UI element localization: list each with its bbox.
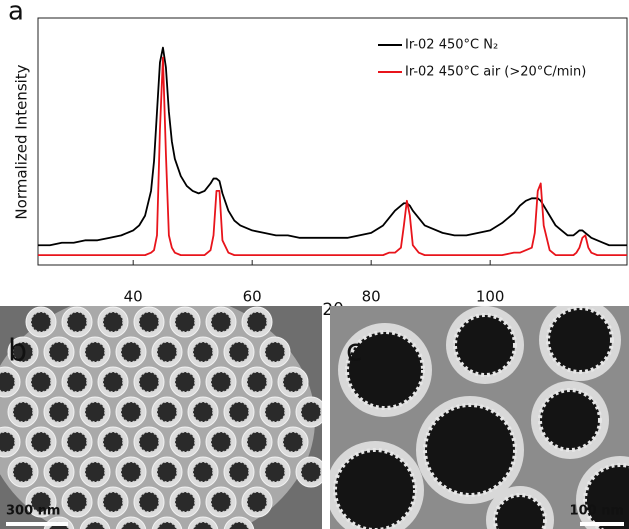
pore <box>48 461 70 483</box>
pore <box>192 341 214 363</box>
scale-bar <box>580 522 624 526</box>
series-line <box>38 56 627 257</box>
pore <box>264 401 286 423</box>
pore <box>192 401 214 423</box>
x-tick-label: 60 <box>243 288 262 306</box>
pore <box>174 371 196 393</box>
series-line <box>38 46 627 247</box>
x-tick-label: 80 <box>362 288 381 306</box>
sem-image-c <box>330 306 629 529</box>
pore <box>546 306 614 374</box>
pore <box>583 463 629 529</box>
pore <box>300 401 322 423</box>
scale-bar-label: 300 nm <box>6 504 60 519</box>
pore <box>102 431 124 453</box>
pore <box>48 341 70 363</box>
pore <box>282 431 304 453</box>
scale-bar <box>6 522 68 526</box>
pore <box>12 401 34 423</box>
pore <box>210 371 232 393</box>
panel-label: a <box>8 0 24 27</box>
pore <box>210 491 232 513</box>
x-tick-label: 100 <box>476 288 505 306</box>
pore <box>66 311 88 333</box>
pore <box>66 371 88 393</box>
pore <box>0 431 16 453</box>
pore <box>174 431 196 453</box>
pore <box>156 521 178 529</box>
pore <box>156 401 178 423</box>
pore <box>84 401 106 423</box>
pore <box>138 371 160 393</box>
pore <box>120 521 142 529</box>
pore <box>102 371 124 393</box>
pore <box>228 521 250 529</box>
pore <box>246 371 268 393</box>
pore <box>246 491 268 513</box>
pore <box>246 311 268 333</box>
pore <box>192 521 214 529</box>
panel-label: c <box>346 334 363 369</box>
scale-bar-label: 100 nm <box>570 504 624 519</box>
pore <box>228 401 250 423</box>
pore <box>120 341 142 363</box>
pore <box>30 491 52 513</box>
pore <box>538 388 602 452</box>
pore <box>333 448 417 529</box>
plot-frame <box>37 17 628 266</box>
pore <box>120 461 142 483</box>
pore <box>66 431 88 453</box>
pore <box>210 431 232 453</box>
pore <box>138 431 160 453</box>
pore <box>192 461 214 483</box>
pore <box>228 341 250 363</box>
pore <box>282 371 304 393</box>
legend-label: Ir-02 450°C air (>20°C/min) <box>405 65 586 80</box>
pore <box>66 491 88 513</box>
pore <box>138 311 160 333</box>
pore <box>156 341 178 363</box>
pore <box>174 311 196 333</box>
pore <box>48 401 70 423</box>
pore <box>30 311 52 333</box>
pore <box>264 461 286 483</box>
pore <box>0 371 16 393</box>
pore <box>102 491 124 513</box>
pore <box>156 461 178 483</box>
pore <box>30 431 52 453</box>
pore <box>138 491 160 513</box>
y-axis-label: Normalized Intensity <box>13 64 31 219</box>
pore <box>493 493 547 529</box>
pore <box>84 521 106 529</box>
pore <box>246 431 268 453</box>
legend-label: Ir-02 450°C N₂ <box>405 38 498 53</box>
pore <box>345 330 425 410</box>
pore <box>300 461 322 483</box>
pore <box>84 461 106 483</box>
sem-image-b <box>0 306 322 529</box>
pore <box>453 313 517 377</box>
panel-label: b <box>8 334 27 369</box>
x-tick-label: 40 <box>124 288 143 306</box>
pore <box>102 311 124 333</box>
pore <box>30 371 52 393</box>
pore <box>120 401 142 423</box>
pore <box>423 403 517 497</box>
pore <box>174 491 196 513</box>
pore <box>12 341 34 363</box>
pore <box>84 341 106 363</box>
pore <box>228 461 250 483</box>
pore <box>264 341 286 363</box>
pore <box>12 461 34 483</box>
pore <box>210 311 232 333</box>
